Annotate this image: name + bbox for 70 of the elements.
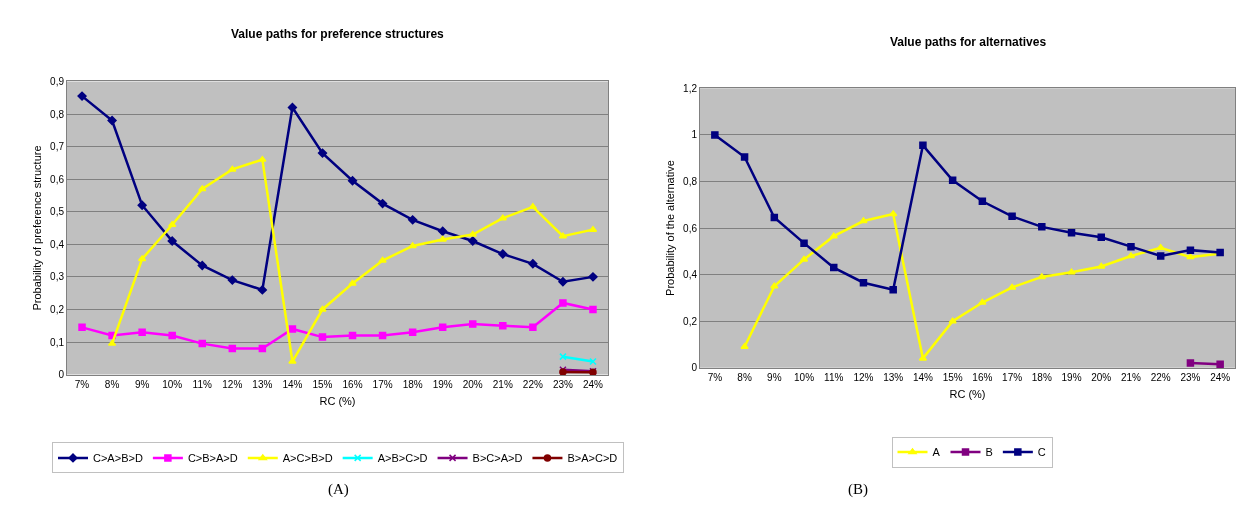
x-tick-label: 9% xyxy=(134,378,150,390)
x-tick-label: 18% xyxy=(1031,371,1052,383)
y-tick-label: 0,6 xyxy=(50,173,65,185)
x-tick-label: 19% xyxy=(1061,371,1082,383)
x-axis-title: RC (%) xyxy=(319,394,356,407)
x-tick-label: 20% xyxy=(1091,371,1112,383)
x-tick-label: 20% xyxy=(462,378,483,390)
chart-title: Value paths for alternatives xyxy=(890,35,1047,49)
x-tick-label: 23% xyxy=(1180,371,1201,383)
x-tick-label: 8% xyxy=(104,378,120,390)
x-tick-label: 24% xyxy=(582,378,604,390)
x-tick-label: 21% xyxy=(492,378,513,390)
x-tick-label: 7% xyxy=(707,371,723,383)
chart-title: Value paths for preference structures xyxy=(231,27,445,41)
x-tick-label: 18% xyxy=(402,378,423,390)
x-tick-label: 8% xyxy=(737,371,752,383)
x-tick-label: 12% xyxy=(853,371,874,383)
y-tick-label: 0 xyxy=(58,369,65,381)
y-tick-label: 0,6 xyxy=(683,222,698,234)
legend-label: B>A>C>D xyxy=(567,452,618,465)
x-tick-label: 9% xyxy=(767,371,782,383)
x-tick-label: 16% xyxy=(972,371,993,383)
x-axis-title: RC (%) xyxy=(949,387,986,400)
x-tick-label: 14% xyxy=(282,378,303,390)
x-tick-label: 19% xyxy=(432,378,453,390)
legend-label: C>B>A>D xyxy=(187,452,238,465)
y-tick-label: 0,2 xyxy=(683,315,698,327)
y-tick-label: 1 xyxy=(691,129,698,141)
y-tick-label: 0,9 xyxy=(50,75,65,87)
x-tick-label: 10% xyxy=(794,371,815,383)
x-tick-label: 15% xyxy=(312,378,333,390)
text: (A) xyxy=(328,481,349,498)
y-tick-label: 0,8 xyxy=(50,108,65,120)
x-tick-label: 21% xyxy=(1120,371,1142,383)
y-axis-title: Probability of preference structure xyxy=(30,145,43,311)
x-tick-label: 13% xyxy=(252,378,273,390)
x-tick-label: 7% xyxy=(74,378,90,390)
y-tick-label: 0,3 xyxy=(50,271,65,283)
y-tick-label: 0,1 xyxy=(50,336,65,348)
x-tick-label: 10% xyxy=(162,378,183,390)
x-tick-label: 24% xyxy=(1210,371,1231,383)
x-tick-label: 22% xyxy=(522,378,543,390)
x-tick-label: 15% xyxy=(942,371,963,383)
x-tick-label: 11% xyxy=(192,378,212,390)
x-tick-label: 13% xyxy=(883,371,904,383)
y-tick-label: 0 xyxy=(691,362,698,374)
x-tick-label: 17% xyxy=(1002,371,1023,383)
text: (B) xyxy=(848,481,868,498)
x-tick-label: 16% xyxy=(342,378,363,390)
y-tick-label: 0,2 xyxy=(50,303,65,315)
y-tick-label: 0,7 xyxy=(50,141,65,153)
y-tick-label: 0,5 xyxy=(50,206,65,218)
x-tick-label: 14% xyxy=(912,371,934,383)
y-tick-label: 0,4 xyxy=(683,269,698,281)
legend-label: A>B>C>D xyxy=(377,452,428,465)
x-tick-label: 22% xyxy=(1150,371,1171,383)
x-tick-label: 11% xyxy=(824,371,844,383)
legend-label: A>C>B>D xyxy=(282,452,333,465)
legend-label: C>A>B>D xyxy=(93,452,143,465)
y-tick-label: 0,8 xyxy=(683,175,698,187)
y-tick-label: 0,4 xyxy=(50,238,65,250)
legend-label: C xyxy=(1037,446,1046,459)
x-tick-label: 12% xyxy=(222,378,243,390)
legend-label: B xyxy=(985,446,993,459)
x-tick-label: 23% xyxy=(552,378,574,390)
legend-label: B>C>A>D xyxy=(472,452,523,465)
y-axis-title: Probability of the alternative xyxy=(663,160,676,296)
y-tick-label: 1,2 xyxy=(683,82,698,94)
x-tick-label: 17% xyxy=(372,378,393,390)
legend-label: A xyxy=(932,446,941,459)
